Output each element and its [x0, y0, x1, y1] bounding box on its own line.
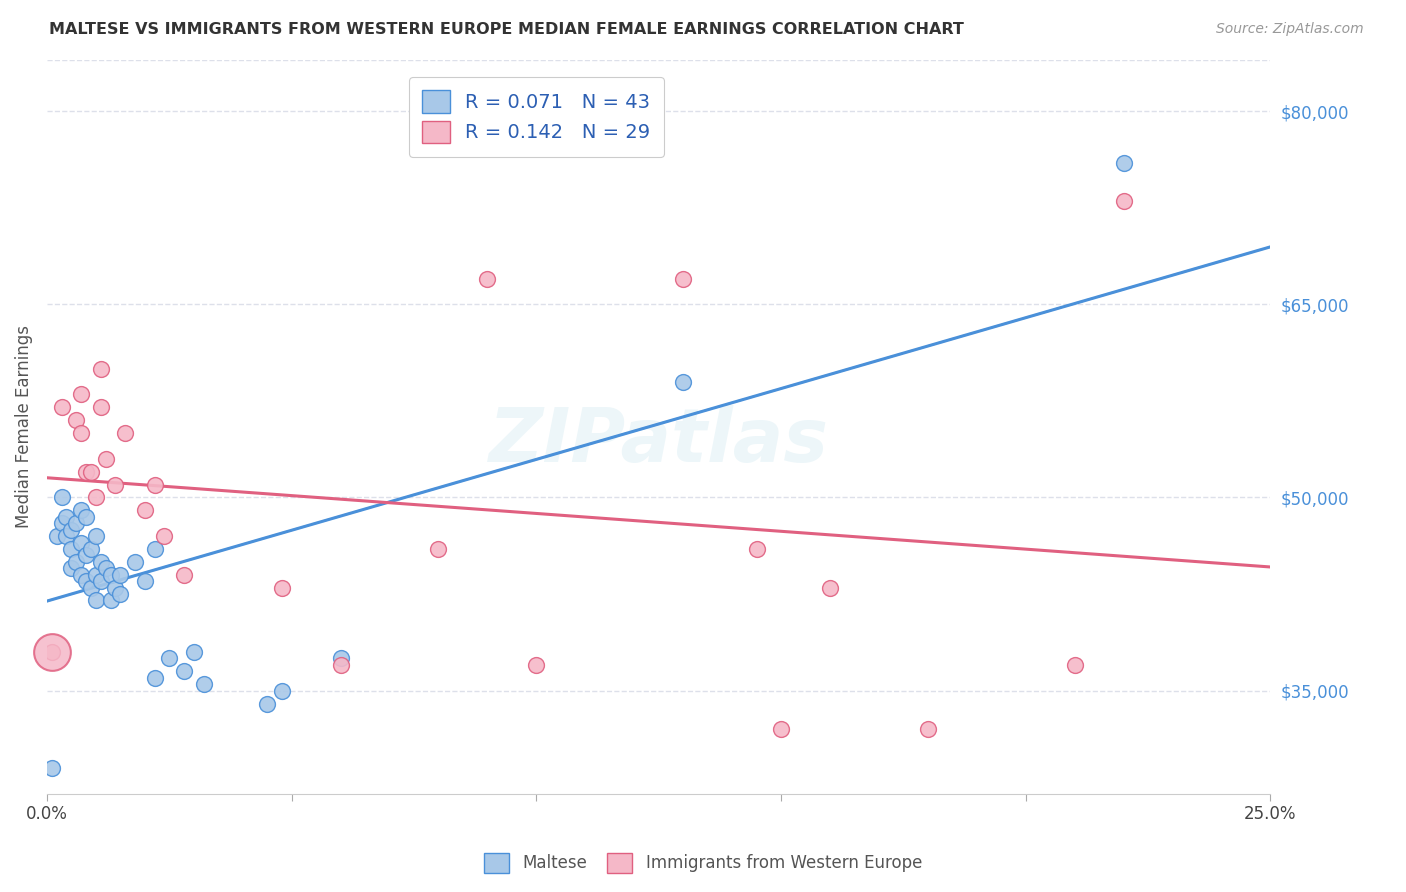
- Y-axis label: Median Female Earnings: Median Female Earnings: [15, 326, 32, 528]
- Point: [477, 271, 499, 285]
- Point: [94, 561, 117, 575]
- Point: [70, 503, 93, 517]
- Point: [60, 523, 83, 537]
- Point: [75, 574, 97, 589]
- Point: [672, 271, 695, 285]
- Point: [51, 516, 73, 531]
- Point: [90, 401, 112, 415]
- Point: [672, 375, 695, 389]
- Point: [124, 555, 146, 569]
- Text: ZIPatlas: ZIPatlas: [489, 405, 828, 478]
- Point: [70, 567, 93, 582]
- Point: [41, 645, 63, 659]
- Point: [84, 593, 107, 607]
- Point: [60, 541, 83, 556]
- Point: [90, 574, 112, 589]
- Point: [45, 529, 67, 543]
- Point: [104, 477, 127, 491]
- Point: [100, 593, 122, 607]
- Point: [173, 567, 195, 582]
- Point: [55, 509, 77, 524]
- Point: [70, 535, 93, 549]
- Point: [157, 651, 180, 665]
- Point: [60, 561, 83, 575]
- Point: [1112, 194, 1135, 209]
- Point: [80, 465, 103, 479]
- Point: [90, 555, 112, 569]
- Point: [94, 451, 117, 466]
- Point: [75, 549, 97, 563]
- Point: [818, 581, 841, 595]
- Point: [75, 465, 97, 479]
- Point: [70, 387, 93, 401]
- Point: [80, 581, 103, 595]
- Point: [524, 657, 547, 672]
- Legend: Maltese, Immigrants from Western Europe: Maltese, Immigrants from Western Europe: [478, 847, 928, 880]
- Point: [329, 657, 352, 672]
- Point: [70, 426, 93, 441]
- Point: [110, 567, 132, 582]
- Point: [114, 426, 136, 441]
- Point: [134, 574, 156, 589]
- Point: [100, 567, 122, 582]
- Point: [1112, 155, 1135, 169]
- Point: [55, 529, 77, 543]
- Point: [134, 503, 156, 517]
- Point: [173, 665, 195, 679]
- Point: [84, 529, 107, 543]
- Point: [329, 651, 352, 665]
- Point: [143, 671, 166, 685]
- Point: [65, 413, 87, 427]
- Point: [84, 567, 107, 582]
- Point: [193, 677, 215, 691]
- Point: [143, 477, 166, 491]
- Point: [80, 541, 103, 556]
- Point: [770, 723, 793, 737]
- Point: [917, 723, 939, 737]
- Point: [1063, 657, 1085, 672]
- Point: [270, 683, 292, 698]
- Text: Source: ZipAtlas.com: Source: ZipAtlas.com: [1216, 22, 1364, 37]
- Point: [143, 541, 166, 556]
- Legend: R = 0.071   N = 43, R = 0.142   N = 29: R = 0.071 N = 43, R = 0.142 N = 29: [409, 77, 664, 157]
- Point: [427, 541, 450, 556]
- Point: [104, 581, 127, 595]
- Point: [110, 587, 132, 601]
- Point: [90, 361, 112, 376]
- Point: [51, 401, 73, 415]
- Point: [153, 529, 176, 543]
- Point: [41, 645, 63, 659]
- Point: [41, 761, 63, 775]
- Point: [51, 491, 73, 505]
- Point: [65, 555, 87, 569]
- Text: MALTESE VS IMMIGRANTS FROM WESTERN EUROPE MEDIAN FEMALE EARNINGS CORRELATION CHA: MALTESE VS IMMIGRANTS FROM WESTERN EUROP…: [49, 22, 965, 37]
- Point: [75, 509, 97, 524]
- Point: [183, 645, 205, 659]
- Point: [84, 491, 107, 505]
- Point: [270, 581, 292, 595]
- Point: [745, 541, 768, 556]
- Point: [256, 697, 278, 711]
- Point: [65, 516, 87, 531]
